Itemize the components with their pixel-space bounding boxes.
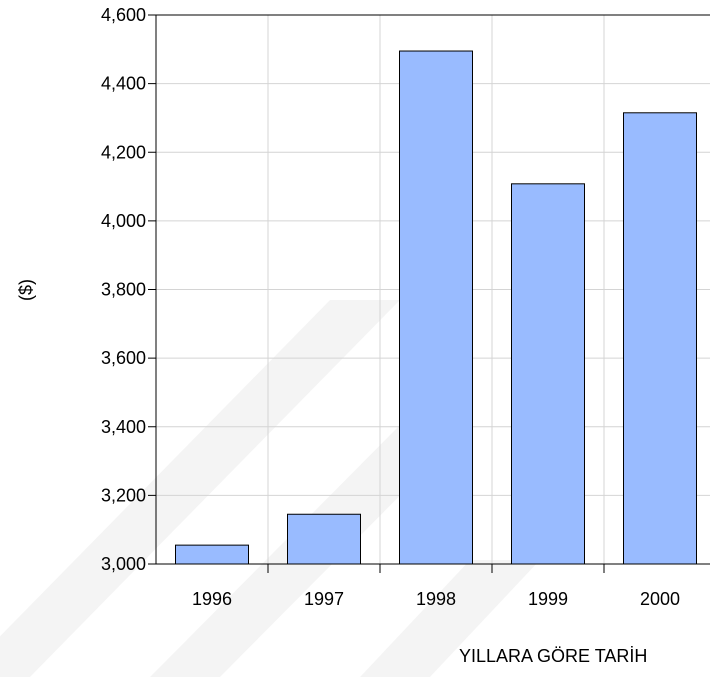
- axes: [148, 14, 710, 573]
- y-tick-label: 3,800: [101, 280, 146, 300]
- x-tick-label: 1996: [192, 589, 232, 609]
- y-tick-label: 3,000: [101, 554, 146, 574]
- bars: [175, 50, 697, 565]
- bar-1997: [287, 513, 361, 565]
- bar-1999: [511, 183, 585, 565]
- bar-2000: [623, 112, 697, 565]
- y-tick-label: 4,400: [101, 74, 146, 94]
- y-tick-label: 3,200: [101, 485, 146, 505]
- y-tick-label: 3,400: [101, 417, 146, 437]
- x-tick-label: 2000: [640, 589, 680, 609]
- y-tick-label: 4,200: [101, 142, 146, 162]
- x-tick-labels: 1996 1997 1998 1999 2000: [192, 589, 680, 609]
- y-tick-label: 4,000: [101, 211, 146, 231]
- x-tick-label: 1997: [304, 589, 344, 609]
- x-axis-label: YILLARA GÖRE TARİH: [459, 646, 647, 666]
- bar-1998: [399, 50, 473, 565]
- y-axis-label: ($): [16, 279, 36, 301]
- y-tick-label: 4,600: [101, 5, 146, 25]
- y-tick-labels: 3,000 3,200 3,400 3,600 3,800 4,000 4,200 4,400…: [101, 5, 146, 574]
- bar-1996: [175, 544, 249, 565]
- x-tick-label: 1998: [416, 589, 456, 609]
- y-tick-label: 3,600: [101, 348, 146, 368]
- x-tick-label: 1999: [528, 589, 568, 609]
